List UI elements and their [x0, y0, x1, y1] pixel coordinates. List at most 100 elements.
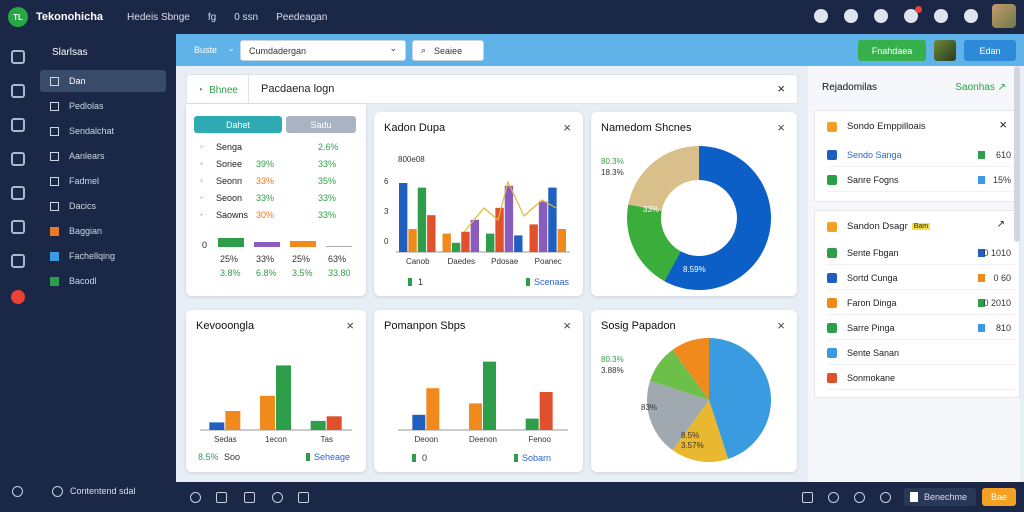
sidebar-item-label: Bacodl	[69, 276, 97, 286]
bar	[399, 183, 408, 252]
panel-link[interactable]: Saonhas ↗	[955, 82, 1006, 93]
footer-action-button[interactable]: Bae	[982, 488, 1016, 506]
bar	[486, 233, 495, 252]
slice-label: 80.3%	[601, 355, 624, 364]
top-menu-item[interactable]: fg	[207, 11, 217, 23]
info-icon[interactable]	[52, 486, 63, 497]
primary-action-button[interactable]: Fnahdaea	[858, 40, 926, 61]
dropdown-value: Cumdadergan	[249, 45, 307, 56]
help-icon[interactable]	[12, 486, 23, 497]
clock-icon[interactable]	[814, 9, 828, 23]
pie-slice	[627, 204, 681, 282]
document-icon[interactable]	[11, 84, 25, 98]
tab-active[interactable]: ◔ Bhnee	[187, 75, 249, 105]
status-box[interactable]: Benechme	[904, 488, 976, 506]
close-icon[interactable]: ×	[563, 120, 571, 135]
scrollbar[interactable]	[1014, 66, 1020, 242]
row-icon	[827, 372, 837, 383]
y-tick-label: 0	[384, 237, 389, 246]
sidebar-item[interactable]: Aanlears	[40, 145, 166, 167]
legend-label: Seheage	[314, 452, 351, 462]
panel-row[interactable]: Sente Sanan	[827, 341, 1015, 365]
expand-icon[interactable]: ↗	[996, 219, 1005, 230]
footer-value: 25%	[220, 254, 239, 264]
sidebar-item-dan[interactable]: Dan	[40, 70, 166, 92]
share-icon[interactable]	[844, 9, 858, 23]
sidebar-item[interactable]: Bacodl	[40, 270, 166, 292]
clock-icon[interactable]	[190, 492, 201, 503]
sidebar-item-label: Dacics	[69, 201, 97, 211]
panel-row[interactable]: Sonmokane	[827, 366, 1015, 390]
chart-title: Kadon Dupa	[384, 122, 446, 134]
pen-icon[interactable]	[298, 492, 309, 503]
settings-icon[interactable]	[934, 9, 948, 23]
panel-row[interactable]: Sortd Cunga 0 60	[827, 266, 1015, 290]
user-icon[interactable]	[828, 492, 839, 503]
info-icon[interactable]	[11, 118, 25, 132]
close-icon[interactable]: ×	[999, 117, 1007, 132]
pie-slice	[672, 338, 709, 400]
top-menu: Hedeis Sbnge fg 0 ssn Peedeagan	[127, 12, 345, 23]
chat-icon[interactable]	[11, 186, 25, 200]
sidebar-item[interactable]: Baggian	[40, 220, 166, 242]
stats-button-a[interactable]: Dahet	[194, 116, 282, 133]
stat-value: 8.5%	[198, 452, 219, 462]
settings-icon[interactable]	[880, 492, 891, 503]
stats-button-b[interactable]: Sadu	[286, 116, 356, 133]
help-icon[interactable]	[964, 9, 978, 23]
close-icon[interactable]: ×	[777, 120, 785, 135]
chevron-down-icon[interactable]: ⌄	[228, 44, 235, 53]
close-icon[interactable]: ×	[777, 81, 785, 96]
bar	[326, 416, 342, 430]
top-menu-item[interactable]: Peedeagan	[276, 11, 328, 23]
search-input[interactable]: ⌕ Seaiee	[412, 40, 484, 61]
grid-icon[interactable]	[216, 492, 227, 503]
panel-row[interactable]: Sente Fbgan 0 1010	[827, 241, 1015, 265]
sidebar-item[interactable]: Fachellqing	[40, 245, 166, 267]
timer-icon[interactable]	[11, 220, 25, 234]
alert-icon[interactable]	[11, 290, 25, 304]
close-icon[interactable]: ×	[777, 318, 785, 333]
user-avatar[interactable]	[992, 4, 1016, 28]
panel-row[interactable]: Sarre Pinga 810	[827, 316, 1015, 340]
bar	[514, 235, 523, 252]
close-icon[interactable]: ×	[346, 318, 354, 333]
search-placeholder: Seaiee	[434, 45, 463, 56]
search-icon: ⌕	[421, 45, 427, 55]
sidebar-item[interactable]: Dacics	[40, 195, 166, 217]
app-logo[interactable]: TL	[8, 7, 28, 27]
slice-label: 33%	[643, 205, 659, 214]
edit-icon[interactable]	[802, 492, 813, 503]
notification-icon[interactable]	[904, 6, 922, 23]
row-icon	[827, 347, 837, 358]
blue-button[interactable]: Edan	[964, 40, 1016, 61]
chart-icon[interactable]	[11, 254, 25, 268]
tab-title: Pacdaena logn	[261, 83, 335, 95]
sidebar-item[interactable]: Pedlolas	[40, 95, 166, 117]
download-icon[interactable]	[854, 492, 865, 503]
pie-slice	[709, 338, 771, 459]
top-menu-item[interactable]: Hedeis Sbnge	[127, 11, 190, 23]
panel-row[interactable]: Sanre Fogns 15%	[827, 168, 1015, 192]
icon-rail	[0, 34, 36, 482]
user-thumbnail[interactable]	[934, 40, 956, 61]
sidebar-item-label: Fadmel	[69, 176, 100, 186]
folder-icon[interactable]	[11, 152, 25, 166]
stat-bar	[254, 242, 280, 247]
panel-section-2: Sandon Dsagr Bam ↗ Sente Fbgan 0 1010 Sortd…	[814, 210, 1020, 398]
gear-icon[interactable]	[11, 50, 25, 64]
refresh-icon[interactable]	[272, 492, 283, 503]
panel-row[interactable]: Sendo Sanga 610	[827, 143, 1015, 167]
pie-slice	[664, 146, 771, 290]
close-icon[interactable]: ×	[563, 318, 571, 333]
top-menu-item[interactable]: 0 ssn	[234, 11, 259, 23]
bar	[451, 242, 461, 252]
sidebar-item[interactable]: Fadmel	[40, 170, 166, 192]
sidebar-item[interactable]: Sendalchat	[40, 120, 166, 142]
panel-row[interactable]: Faron Dinga 0 2010	[827, 291, 1015, 315]
filter-dropdown[interactable]: Cumdadergan ⌄	[240, 40, 406, 61]
bookmark-icon[interactable]	[874, 9, 888, 23]
bar	[408, 229, 417, 252]
y-tick-label: 3	[384, 207, 389, 216]
video-icon[interactable]	[244, 492, 255, 503]
